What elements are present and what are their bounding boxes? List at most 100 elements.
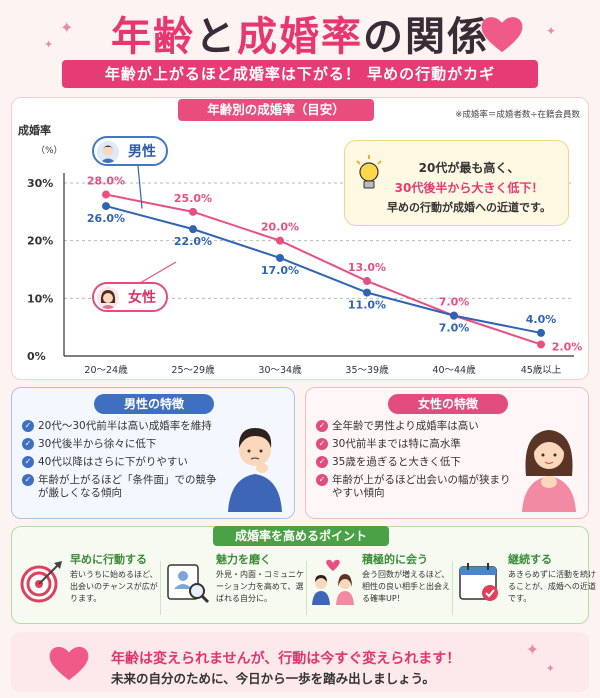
tip-act-early: 早めに行動する 若いうちに始めるほど、出会いのチャンスが広がります。	[18, 551, 158, 621]
legend-female: 女性	[92, 282, 168, 312]
tip-text: 外見・内面・コミュニケーション力を高めて、選ばれる自分に。	[216, 570, 304, 603]
data-point	[189, 225, 197, 234]
page-title: 年齢と成婚率の関係	[0, 4, 600, 62]
data-label: 2.0%	[552, 340, 583, 353]
x-tick-label: 20〜24歳	[84, 364, 128, 376]
divider	[306, 561, 307, 615]
data-label: 4.0%	[526, 313, 557, 326]
callout-line-2: 30代後半から大きく低下！	[394, 181, 544, 195]
list-item: ✓ 35歳を過ぎると大きく低下	[316, 456, 516, 469]
data-label: 26.0%	[87, 212, 125, 225]
check-icon: ✓	[22, 420, 34, 432]
hopeful-woman-illustration	[522, 430, 576, 512]
check-icon: ✓	[22, 456, 34, 468]
tip-heading: 魅力を磨く	[216, 553, 271, 566]
data-label: 7.0%	[439, 296, 470, 309]
data-label: 17.0%	[261, 264, 299, 277]
list-item: ✓ 年齢が上がるほど出会いの幅が狭まりやすい傾向	[316, 474, 516, 500]
sparkle-icon: ✦	[545, 662, 555, 675]
data-label: 22.0%	[174, 235, 212, 248]
y-axis-unit: （%）	[36, 146, 63, 156]
list-item-text: 年齢が上がるほど出会いの幅が狭まりやすい傾向	[332, 474, 511, 499]
legend-male: 男性	[92, 136, 168, 166]
list-item-text: 30代後半から徐々に低下	[38, 438, 157, 450]
insight-callout: 20代が最も高く、 30代後半から大きく低下！ 早めの行動が成婚への近道です。	[344, 140, 569, 226]
legend-male-label: 男性	[128, 144, 156, 160]
x-tick-label: 35〜39歳	[345, 364, 389, 376]
footer-line-1: 年齢は変えられませんが、行動は今すぐ変えられます！	[111, 651, 461, 667]
tip-text: あきらめずに活動を続けることが、成婚への近道です。	[508, 570, 596, 603]
check-icon: ✓	[316, 420, 328, 432]
tip-heading: 積極的に会う	[362, 553, 428, 566]
check-icon: ✓	[316, 438, 328, 450]
y-tick-label: 30%	[27, 177, 53, 190]
footer-banner: 年齢は変えられませんが、行動は今すぐ変えられます！ 未来の自分のために、今日から…	[11, 632, 589, 692]
line-chart: 0% 10% 20% 30% 20〜24歳 25〜29歳 30〜34歳 35〜39歳 40〜44…	[27, 165, 583, 376]
sparkle-icon: ✦	[44, 38, 54, 51]
calendar-check-icon	[459, 563, 498, 601]
title-part-rate: 成婚率	[237, 14, 363, 60]
list-item-text: 年齢が上がるほど「条件面」での競争が厳しくなる傾向	[38, 474, 217, 499]
y-tick-label: 0%	[27, 350, 46, 363]
check-icon: ✓	[22, 438, 34, 450]
data-point	[363, 277, 371, 286]
tip-text: 若いうちに始めるほど、出会いのチャンスが広がります。	[70, 570, 158, 603]
callout-line-3: 早めの行動が成婚への近道です。	[387, 201, 551, 214]
legend-connector	[137, 165, 143, 209]
list-item: ✓ 40代以降はさらに下がりやすい	[22, 456, 222, 469]
subtitle-banner: 年齢が上がるほど成婚率は下がる！ 早めの行動がカギ	[62, 60, 538, 88]
list-item: ✓ 20代〜30代前半は高い成婚率を維持	[22, 420, 222, 433]
list-item: ✓ 30代後半から徐々に低下	[22, 438, 222, 451]
list-item-text: 35歳を過ぎると大きく低下	[332, 456, 461, 468]
series-line-female	[105, 205, 542, 334]
title-part-age: 年齢	[111, 14, 195, 60]
male-features-card: 男性の特徴 ✓ 20代〜30代前半は高い成婚率を維持 ✓ 30代後半から徐々に低下 …	[11, 387, 295, 519]
divider	[160, 561, 161, 615]
tip-keep-going: 継続する あきらめずに活動を続けることが、成婚への近道です。	[456, 551, 596, 621]
data-point	[276, 253, 284, 262]
sparkle-icon: ✦	[525, 640, 539, 659]
lightbulb-icon	[356, 155, 382, 189]
list-item-text: 20代〜30代前半は高い成婚率を維持	[38, 420, 212, 432]
data-point	[537, 340, 545, 349]
profile-card-magnifier-icon	[167, 564, 210, 604]
tip-polish-charm: 魅力を磨く 外見・内面・コミュニケーション力を高めて、選ばれる自分に。	[164, 551, 304, 621]
tip-text: 会う回数が増えるほど、相性の良い相手と出会える確率UP！	[362, 570, 450, 603]
female-features-list: ✓ 全年齢で男性より成婚率は高い ✓ 30代前半までは特に高水準 ✓ 35歳を過ぎると…	[316, 420, 516, 505]
list-item: ✓ 30代前半までは特に高水準	[316, 438, 516, 451]
check-icon: ✓	[22, 474, 34, 486]
sparkle-icon: ✦	[545, 24, 556, 38]
male-features-list: ✓ 20代〜30代前半は高い成婚率を維持 ✓ 30代後半から徐々に低下 ✓ 40代以降…	[22, 420, 222, 505]
tips-panel: 成婚率を高めるポイント 早めに行動する 若いうちに始めるほど、出会いのチャンスが…	[11, 526, 596, 624]
data-label: 25.0%	[174, 192, 212, 205]
data-point	[189, 207, 197, 216]
legend-connector	[139, 261, 177, 284]
x-tick-label: 30〜34歳	[258, 364, 302, 376]
x-tick-label: 45歳以上	[521, 364, 562, 376]
data-label: 20.0%	[261, 221, 299, 234]
data-label: 11.0%	[348, 299, 386, 312]
heart-icon	[481, 17, 523, 52]
y-tick-label: 10%	[27, 292, 53, 305]
title-part-relation: の関係	[363, 14, 489, 60]
female-features-card: 女性の特徴 ✓ 全年齢で男性より成婚率は高い ✓ 30代前半までは特に高水準 ✓ 35…	[305, 387, 589, 519]
data-point	[102, 202, 110, 211]
list-item-text: 全年齢で男性より成婚率は高い	[332, 420, 479, 432]
tip-heading: 継続する	[508, 553, 552, 566]
tip-meet-actively: 積極的に会う 会う回数が増えるほど、相性の良い相手と出会える確率UP！	[310, 551, 450, 621]
data-point	[102, 190, 110, 199]
y-tick-label: 20%	[27, 235, 53, 248]
data-point	[363, 288, 371, 297]
footer-line-2: 未来の自分のために、今日から一歩を踏み出しましょう。	[111, 671, 435, 686]
female-avatar-icon	[97, 287, 119, 309]
list-item-text: 40代以降はさらに下がりやすい	[38, 456, 188, 468]
chart-note: ※成婚率＝成婚者数÷在籍会員数	[455, 110, 580, 120]
data-point	[276, 236, 284, 245]
data-point	[537, 328, 545, 337]
tips-title: 成婚率を高めるポイント	[213, 526, 389, 546]
heart-icon	[49, 646, 89, 681]
male-card-title: 男性の特徴	[94, 394, 214, 414]
data-label: 13.0%	[348, 261, 386, 274]
target-icon	[20, 561, 62, 603]
x-tick-label: 40〜44歳	[432, 364, 476, 376]
